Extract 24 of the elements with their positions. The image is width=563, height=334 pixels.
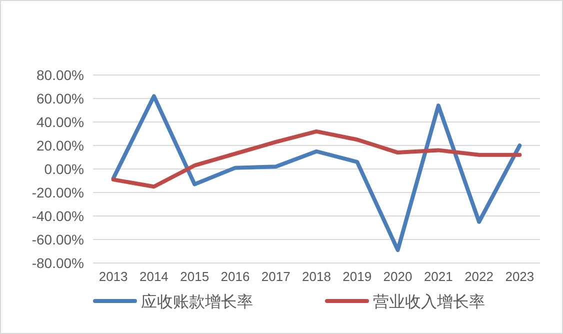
x-tick-label: 2018 <box>302 269 331 284</box>
x-tick-label: 2021 <box>424 269 453 284</box>
y-tick-label: 0.00% <box>44 161 84 177</box>
x-tick-label: 2016 <box>220 269 250 284</box>
y-tick-label: 40.00% <box>36 114 84 130</box>
line-series <box>111 94 522 252</box>
x-tick-label: 2023 <box>505 269 534 284</box>
legend-label: 应收账款增长率 <box>141 293 253 311</box>
x-tick-label: 2020 <box>383 269 412 284</box>
x-tick-label: 2022 <box>464 269 494 284</box>
y-tick-label: 80.00% <box>36 67 84 83</box>
legend-label: 营业收入增长率 <box>373 293 485 311</box>
x-tick-label: 2017 <box>261 269 290 284</box>
x-tick-label: 2013 <box>98 269 128 284</box>
x-tick-label: 2014 <box>139 269 168 284</box>
y-tick-label: -40.00% <box>32 208 84 224</box>
y-tick-label: -20.00% <box>32 184 84 200</box>
y-tick-label: 60.00% <box>36 90 84 106</box>
line-series <box>111 129 522 189</box>
y-tick-label: 20.00% <box>36 138 84 154</box>
x-tick-label: 2015 <box>180 269 210 284</box>
y-tick-label: -60.00% <box>32 232 84 248</box>
y-tick-label: -80.00% <box>32 255 84 271</box>
x-tick-label: 2019 <box>342 269 372 284</box>
